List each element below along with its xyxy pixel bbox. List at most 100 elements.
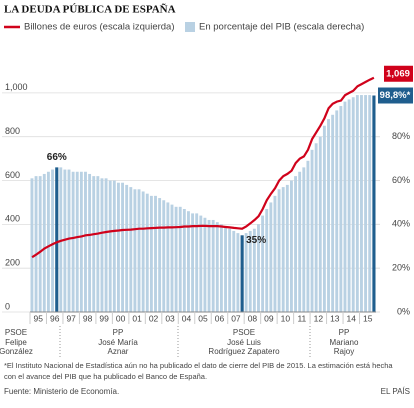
bar — [322, 125, 326, 312]
x-tick-label: 99 — [99, 313, 109, 323]
bar — [244, 233, 248, 312]
x-tick-label: 14 — [347, 313, 357, 323]
bar — [294, 176, 297, 312]
x-tick-label: 12 — [314, 313, 324, 323]
bar — [261, 215, 265, 312]
bar — [281, 187, 285, 312]
bar — [84, 171, 87, 312]
bar — [331, 114, 335, 312]
y-tick-label: 0 — [5, 301, 10, 311]
bar — [133, 189, 137, 312]
bar — [318, 136, 322, 312]
government-party: PSOE — [5, 328, 27, 337]
legend-label: En porcentaje del PIB (escala derecha) — [199, 22, 364, 33]
bar — [141, 191, 145, 312]
x-tick-label: 00 — [116, 313, 126, 323]
bar — [368, 95, 372, 312]
bar — [46, 171, 50, 312]
bar — [191, 213, 195, 312]
x-tick-label: 15 — [363, 313, 373, 323]
bar — [339, 106, 343, 312]
government-leader: Rodríguez Zapatero — [208, 347, 280, 356]
government-leader: Aznar — [108, 347, 129, 356]
bar — [314, 143, 318, 312]
value-label: 35% — [246, 235, 266, 246]
bar — [195, 213, 199, 312]
value-label: 1,069 — [386, 68, 410, 79]
bar — [273, 195, 277, 312]
bar — [224, 226, 227, 312]
bar — [116, 182, 120, 312]
bar — [302, 167, 306, 312]
bar — [335, 110, 339, 313]
bar — [55, 167, 59, 312]
bar — [75, 171, 79, 312]
y-tick-label: 800 — [5, 126, 20, 136]
x-tick-label: 13 — [330, 313, 340, 323]
bar — [298, 171, 302, 312]
chart-title: LA DEUDA PÚBLICA DE ESPAÑA — [4, 4, 176, 16]
government-leader: Felipe — [5, 338, 27, 347]
x-tick-label: 10 — [281, 313, 291, 323]
y2-tick-label: 20% — [392, 263, 410, 273]
x-tick-label: 02 — [149, 313, 159, 323]
x-tick-label: 05 — [198, 313, 208, 323]
x-tick-label: 97 — [66, 313, 76, 323]
bar — [343, 101, 347, 312]
bar — [327, 119, 330, 312]
bar — [125, 184, 129, 312]
x-tick-label: 04 — [182, 313, 192, 323]
value-label-box — [384, 65, 413, 82]
bar — [269, 202, 273, 312]
bar — [219, 224, 223, 312]
value-label: 66% — [47, 152, 67, 163]
y2-tick-label: 80% — [392, 131, 410, 141]
bar — [129, 187, 133, 312]
bar — [34, 176, 38, 312]
x-tick-label: 07 — [231, 313, 241, 323]
bar — [104, 178, 108, 312]
bar — [187, 211, 190, 312]
legend-label: Billones de euros (escala izquierda) — [24, 22, 175, 33]
government-leader: Rajoy — [334, 347, 354, 356]
x-tick-label: 98 — [83, 313, 93, 323]
bar — [59, 167, 63, 312]
legend-swatch — [185, 22, 195, 32]
bar — [121, 182, 124, 312]
bar — [372, 95, 376, 312]
bar — [252, 228, 256, 312]
bar — [79, 171, 83, 312]
x-tick-label: 95 — [34, 313, 44, 323]
bar — [67, 169, 71, 312]
bar — [178, 206, 182, 312]
bar — [215, 222, 219, 312]
bar — [174, 206, 178, 312]
bar — [149, 195, 153, 312]
bar — [306, 160, 310, 312]
bar — [199, 215, 203, 312]
bar — [112, 180, 116, 312]
bar — [170, 204, 174, 312]
bar — [137, 189, 141, 312]
source: Fuente: Ministerio de Economía. — [4, 387, 119, 396]
bar — [277, 189, 281, 312]
brand: EL PAÍS — [381, 387, 410, 396]
bar — [108, 180, 112, 312]
bar — [265, 209, 269, 312]
bar — [166, 202, 170, 312]
bar — [100, 178, 104, 312]
bar — [71, 171, 75, 312]
government-party: PP — [113, 328, 124, 337]
value-label: 98,8%* — [380, 90, 411, 101]
bar — [154, 195, 157, 312]
bar — [355, 95, 359, 312]
x-tick-label: 11 — [297, 313, 306, 323]
bar — [236, 233, 240, 312]
bar — [347, 99, 351, 312]
y-tick-label: 200 — [5, 258, 20, 268]
footnote: *El Instituto Nacional de Estadística aú… — [4, 361, 393, 370]
y-tick-label: 1,000 — [5, 82, 28, 92]
bar — [310, 149, 314, 312]
footnote: con el avance del PIB que ha publicado e… — [4, 372, 207, 381]
